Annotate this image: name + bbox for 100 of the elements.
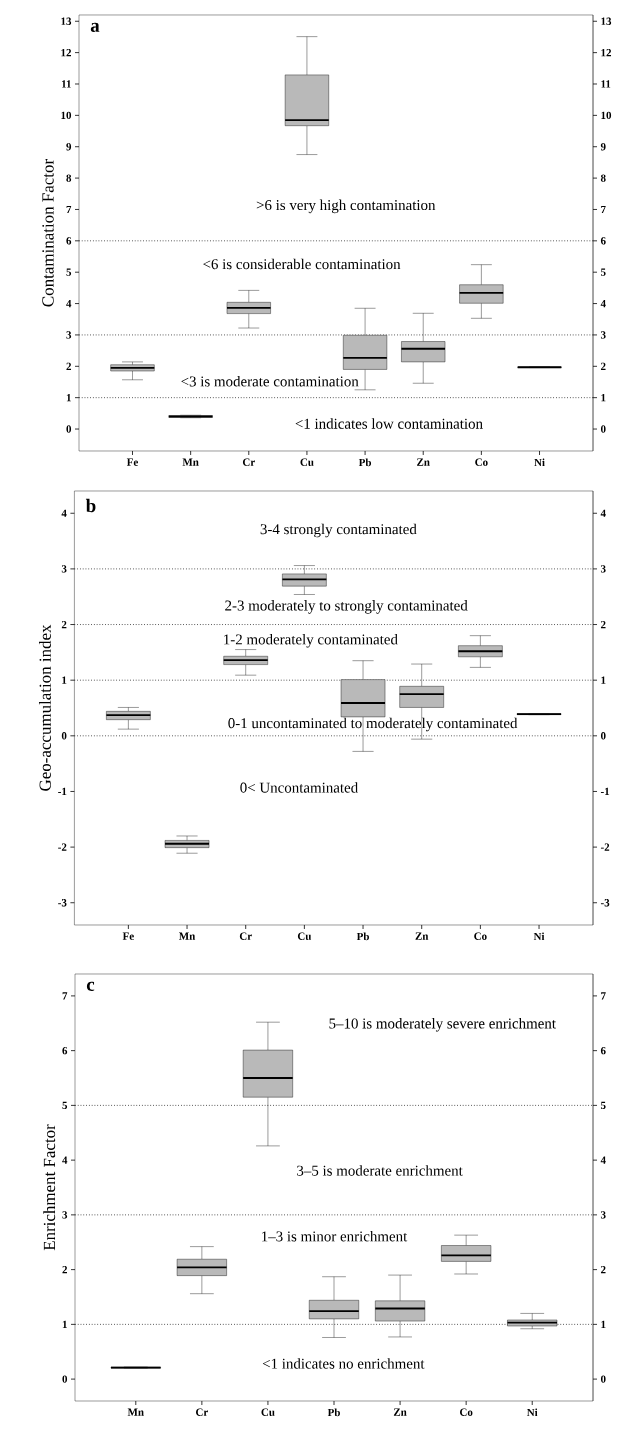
y2-tick-label: 9 [600, 143, 606, 151]
y2-tick-label: -2 [600, 843, 610, 851]
y2-tick-label: 2 [600, 620, 606, 629]
y-tick-label: 0 [61, 732, 67, 740]
y-tick-label: 11 [62, 80, 71, 88]
y2-tick-label: 4 [600, 299, 606, 308]
x-tick-label: Mn [179, 932, 196, 940]
annotation: 1–3 is minor enrichment [262, 1230, 408, 1242]
x-tick-label: Pb [358, 458, 372, 467]
x-tick-label: Co [474, 932, 487, 940]
x-tick-label: Zn [417, 458, 430, 466]
annotation: <1 indicates no enrichment [262, 1358, 425, 1369]
y-tick-label: 1 [66, 394, 71, 402]
annotation: <3 is moderate contamination [181, 375, 359, 387]
y2-tick-label: 7 [601, 205, 606, 214]
y2-tick-label: 3 [600, 1211, 606, 1219]
y2-tick-label: -1 [600, 787, 610, 796]
x-tick-label: Fe [122, 932, 134, 940]
annotation: 0< Uncontaminated [240, 782, 358, 793]
x-tick-label: Zn [415, 932, 429, 940]
y-tick-label: 2 [66, 362, 71, 370]
y2-tick-label: 4 [600, 509, 606, 517]
y2-tick-label: 7 [601, 992, 606, 1000]
annotation: >6 is very high contamination [256, 199, 436, 214]
y2-tick-label: 6 [600, 237, 606, 245]
x-tick-label: Cr [196, 1408, 209, 1416]
annotation: 5–10 is moderately severe enrichment [329, 1018, 556, 1032]
y2-tick-label: 2 [600, 362, 606, 370]
x-tick-label: Cr [242, 458, 255, 466]
x-tick-label: Mn [127, 1408, 144, 1416]
x-tick-label: Ni [526, 1408, 538, 1417]
y2-tick-label: 2 [600, 1265, 606, 1274]
y-axis-title: Geo-accumulation index [39, 624, 51, 791]
y-tick-label: 7 [66, 205, 72, 214]
y2-tick-label: 1 [601, 676, 606, 684]
y-tick-label: 7 [62, 992, 68, 1000]
x-tick-label: Cu [300, 458, 314, 466]
y-tick-label: 5 [66, 268, 72, 276]
x-tick-label: Cu [297, 932, 312, 940]
y-axis-title: Contamination Factor [42, 159, 54, 307]
y-tick-label: -2 [58, 843, 67, 851]
y2-tick-label: 13 [601, 17, 612, 25]
y2-tick-label: 0 [600, 425, 606, 433]
x-tick-label: Zn [393, 1408, 407, 1416]
y-tick-label: 4 [62, 1156, 68, 1164]
y-tick-label: 4 [61, 509, 67, 517]
y2-tick-label: 5 [600, 1101, 606, 1110]
x-tick-label: Cu [261, 1408, 275, 1416]
x-tick-label: Ni [534, 458, 545, 467]
y-tick-label: 3 [61, 565, 67, 573]
y-tick-label: 4 [66, 299, 72, 308]
y-axis-title: Enrichment Factor [43, 1124, 56, 1251]
y-tick-label: 5 [62, 1101, 68, 1110]
y-tick-label: 0 [66, 425, 72, 433]
y-tick-label: -3 [58, 899, 67, 907]
y-tick-label: 8 [66, 174, 72, 182]
annotation: 3-4 strongly contaminated [260, 523, 417, 538]
annotation: 2-3 moderately to strongly contaminated [225, 600, 468, 614]
chart-title: c [86, 981, 95, 991]
x-tick-label: Ni [533, 932, 545, 941]
x-tick-label: Pb [356, 932, 369, 941]
annotation: <1 indicates low contamination [295, 418, 483, 429]
y2-tick-label: 11 [601, 80, 611, 88]
y-tick-label: 13 [61, 17, 72, 25]
y2-tick-label: 10 [601, 111, 612, 120]
x-tick-label: Mn [182, 458, 199, 466]
y2-tick-label: 0 [600, 1375, 606, 1383]
y-tick-label: 6 [66, 237, 72, 245]
x-tick-label: Co [459, 1408, 473, 1416]
y2-tick-label: 0 [600, 732, 606, 740]
y2-tick-label: 3 [600, 565, 606, 573]
y2-tick-label: 12 [601, 49, 612, 57]
chart-title: b [85, 498, 96, 513]
chart-title: a [90, 22, 100, 32]
y-tick-label: 10 [61, 111, 72, 120]
y2-tick-label: 4 [600, 1156, 606, 1164]
y2-tick-label: 6 [600, 1046, 606, 1055]
annotation: 0-1 uncontaminated to moderately contaminated [228, 717, 518, 732]
y-tick-label: 1 [62, 1320, 67, 1328]
y2-tick-label: 1 [601, 394, 606, 402]
annotation: <6 is considerable contamination [203, 258, 401, 270]
y-tick-label: 12 [61, 49, 71, 57]
y2-tick-label: 1 [601, 1320, 606, 1328]
y2-tick-label: 5 [600, 268, 606, 276]
annotation: 3–5 is moderate enrichment [297, 1165, 463, 1176]
y-tick-label: 9 [66, 143, 72, 151]
x-tick-label: Pb [327, 1408, 340, 1417]
y-tick-label: 1 [62, 676, 67, 684]
y-tick-label: -1 [58, 787, 67, 796]
y2-tick-label: 3 [600, 331, 606, 339]
y2-tick-label: -3 [600, 899, 610, 907]
y-tick-label: 2 [62, 1265, 67, 1274]
y-tick-label: 0 [62, 1375, 68, 1383]
y2-tick-label: 8 [600, 174, 606, 182]
x-tick-label: Co [475, 458, 488, 466]
y-tick-label: 6 [62, 1046, 68, 1055]
annotation: 1-2 moderately contaminated [224, 633, 398, 648]
y-tick-label: 2 [61, 620, 67, 629]
x-tick-label: Fe [126, 458, 138, 466]
y-tick-label: 3 [62, 1211, 68, 1219]
